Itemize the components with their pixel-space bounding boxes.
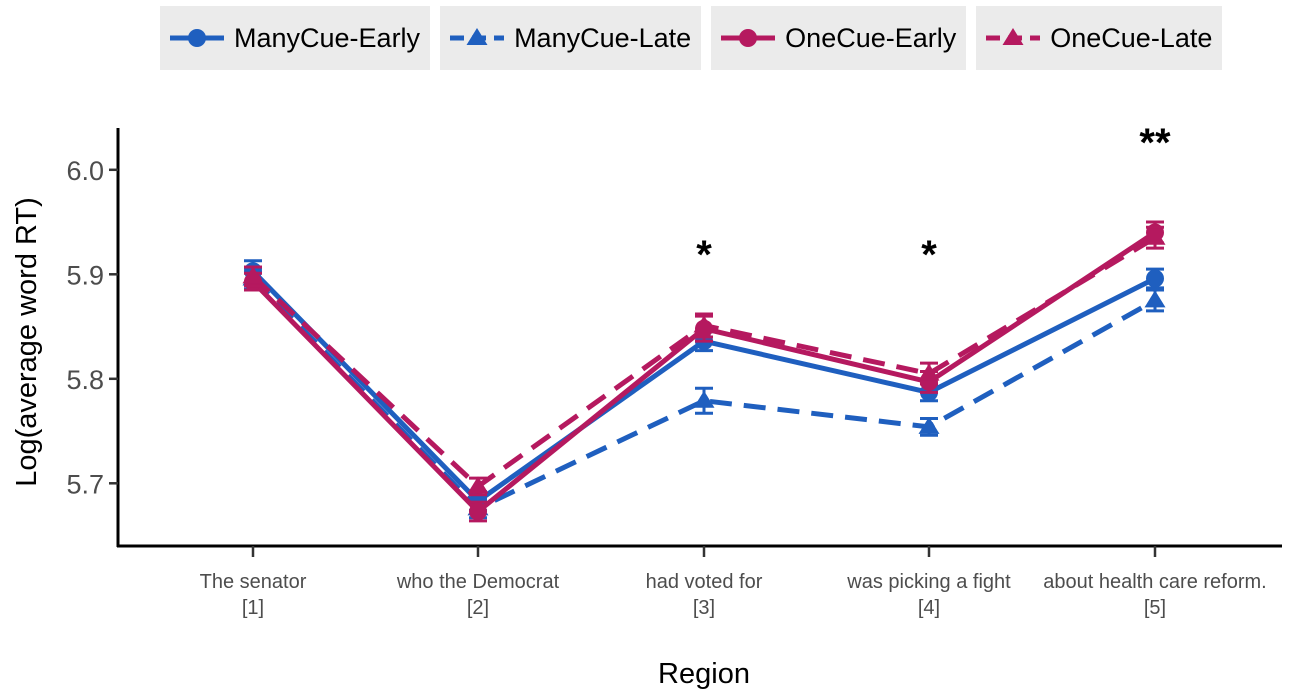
legend-key-marker bbox=[739, 29, 758, 47]
legend-circle-key-icon bbox=[721, 29, 776, 47]
legend-item: OneCue-Early bbox=[711, 6, 967, 70]
legend-key-marker bbox=[188, 29, 206, 47]
significance-marker: ** bbox=[1139, 121, 1171, 165]
data-point bbox=[693, 315, 715, 333]
legend-label: OneCue-Late bbox=[1050, 22, 1213, 53]
series-manycue-early bbox=[244, 259, 1164, 512]
data-point bbox=[242, 266, 264, 284]
data-point bbox=[693, 390, 715, 408]
legend-triangle-key-icon bbox=[450, 28, 505, 45]
y-tick-label: 5.8 bbox=[66, 365, 104, 395]
legend-item: OneCue-Late bbox=[976, 6, 1223, 70]
significance-marker: * bbox=[696, 233, 712, 277]
x-tick-label: who the Democrat bbox=[396, 571, 560, 593]
data-point bbox=[1146, 269, 1164, 288]
x-tick-index-label: [5] bbox=[1144, 597, 1166, 619]
x-tick-label: was picking a fight bbox=[846, 571, 1011, 593]
y-tick-label: 6.0 bbox=[66, 156, 104, 186]
y-axis-title: Log(average word RT) bbox=[11, 197, 43, 487]
legend-item: ManyCue-Early bbox=[160, 6, 431, 70]
y-tick-label: 5.7 bbox=[66, 469, 104, 499]
data-point bbox=[1144, 290, 1166, 308]
legend: ManyCue-Early ManyCue-Late OneCue-Early One… bbox=[160, 6, 1223, 70]
legend-label: ManyCue-Early bbox=[234, 22, 421, 53]
series-onecue-late bbox=[242, 225, 1166, 497]
x-tick-index-label: [3] bbox=[693, 597, 715, 619]
x-tick-index-label: [1] bbox=[242, 597, 264, 619]
legend-key-marker bbox=[1002, 28, 1024, 45]
legend-triangle-key-icon bbox=[986, 28, 1041, 45]
legend-label: OneCue-Early bbox=[785, 22, 957, 53]
data-point bbox=[469, 502, 487, 521]
x-axis-title: Region bbox=[658, 658, 750, 690]
x-tick-label: had voted for bbox=[646, 571, 763, 593]
legend-key-marker bbox=[466, 28, 488, 45]
x-tick-label: The senator bbox=[200, 571, 307, 593]
y-tick-label: 5.9 bbox=[66, 260, 104, 290]
x-tick-index-label: [4] bbox=[918, 597, 940, 619]
legend-item: ManyCue-Late bbox=[440, 6, 702, 70]
x-tick-label: about health care reform. bbox=[1043, 571, 1266, 593]
data-point bbox=[918, 416, 940, 434]
legend-circle-key-icon bbox=[170, 29, 224, 47]
series-line bbox=[251, 269, 1157, 504]
data-point bbox=[467, 476, 489, 494]
data-point bbox=[1144, 227, 1166, 245]
data-point bbox=[918, 363, 940, 381]
legend-label: ManyCue-Late bbox=[514, 22, 692, 53]
significance-marker: * bbox=[921, 233, 937, 277]
x-tick-index-label: [2] bbox=[467, 597, 489, 619]
